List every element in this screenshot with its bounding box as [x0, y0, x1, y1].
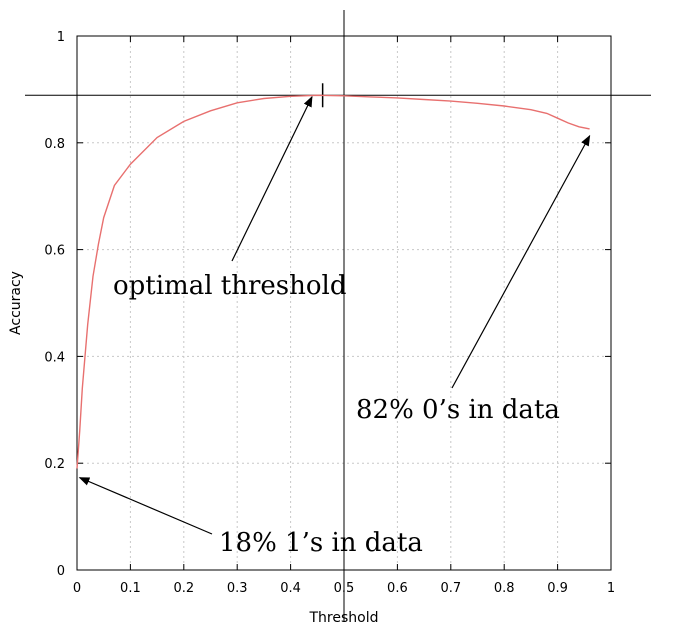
annotation-label: 82% 0’s in data: [356, 395, 560, 425]
x-tick-label: 0.1: [120, 581, 141, 596]
annotations: optimal threshold 82% 0’s in data 18% 1’s …: [78, 95, 591, 558]
x-tick-label: 0.6: [387, 581, 408, 596]
annotation-arrow: [78, 477, 213, 535]
x-tick-label: 0.3: [227, 581, 248, 596]
y-tick-label: 1: [57, 30, 65, 45]
x-tick-label: 0.8: [494, 581, 515, 596]
x-axis-title: Threshold: [309, 610, 379, 626]
y-tick-label: 0.6: [44, 244, 65, 259]
x-tick-label: 0.7: [440, 581, 461, 596]
x-tick-label: 0.2: [173, 581, 194, 596]
annotation-arrow: [451, 134, 591, 389]
y-tick-label: 0.2: [44, 457, 65, 472]
x-tick-label: 0.9: [547, 581, 568, 596]
y-tick-label: 0.4: [44, 350, 65, 365]
annotation-label: optimal threshold: [113, 271, 347, 301]
x-tick-label: 0.4: [280, 581, 301, 596]
y-axis-title: Accuracy: [8, 271, 24, 335]
y-tick-label: 0.8: [44, 137, 65, 152]
y-tick-label: 0: [57, 564, 65, 579]
annotation-arrow: [231, 95, 313, 262]
x-tick-label: 1: [607, 581, 615, 596]
ticks: 0 0.1 0.2 0.3 0.4 0.5 0.6 0.7 0.8 0.9 100.20.40.60…: [44, 30, 615, 596]
series-layer: [76, 94, 590, 469]
annotation-label: 18% 1’s in data: [219, 528, 423, 558]
x-tick-label: 0: [73, 581, 81, 596]
accuracy-series-line: [76, 94, 590, 469]
